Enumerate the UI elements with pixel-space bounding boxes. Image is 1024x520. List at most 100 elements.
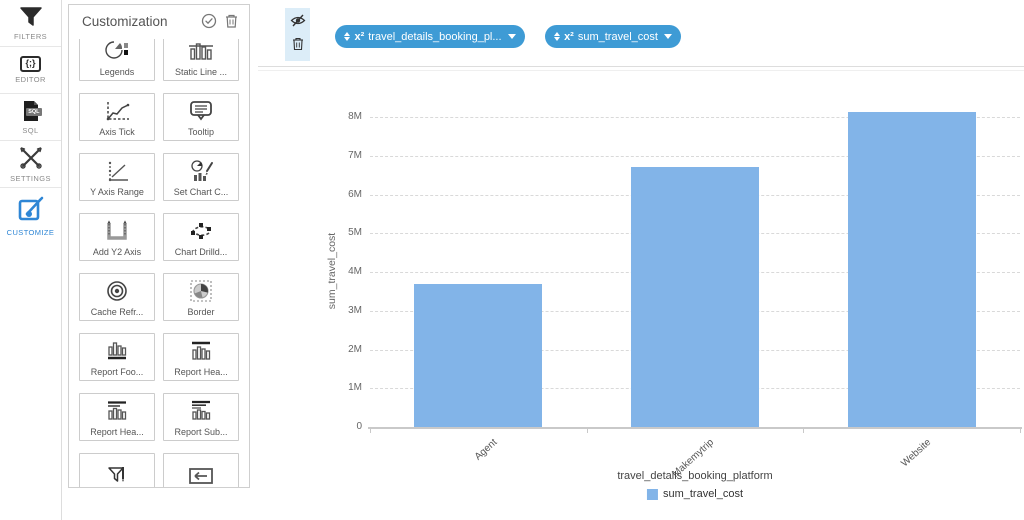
formula-x2-icon: x² xyxy=(354,30,365,43)
sidebar-item-customize[interactable]: CUSTOMIZE xyxy=(0,188,61,244)
cust-btn-label: Set Chart C... xyxy=(173,187,229,197)
cust-btn-filter-edit[interactable] xyxy=(79,453,155,487)
pill-label: sum_travel_cost xyxy=(577,30,658,43)
x-axis-tick xyxy=(1020,428,1021,433)
chevron-down-icon xyxy=(663,34,672,39)
chart-color-icon xyxy=(188,154,214,187)
chart-bar-website[interactable] xyxy=(847,111,976,427)
dimension-pill-booking-platform[interactable]: x² travel_details_booking_pl... xyxy=(335,25,525,48)
panel-grid-viewport: Legends Static Line ... Axis Tick xyxy=(69,39,249,487)
formula-x2-icon: x² xyxy=(564,30,574,43)
trash-icon[interactable] xyxy=(292,37,304,51)
cust-btn-static-line[interactable]: Static Line ... xyxy=(163,39,239,81)
sidebar-item-editor[interactable]: {;} EDITOR xyxy=(0,47,61,94)
sidebar-item-sql[interactable]: SQL SQL xyxy=(0,94,61,141)
cust-btn-label: Add Y2 Axis xyxy=(92,247,142,257)
cust-btn-legends[interactable]: Legends xyxy=(79,39,155,81)
sort-icon xyxy=(344,32,351,41)
x-axis-line xyxy=(368,427,1022,429)
trash-icon[interactable] xyxy=(223,13,240,30)
sidebar: FILTERS {;} EDITOR SQL SQL SETTINGS xyxy=(0,0,62,520)
cust-btn-report-header-2[interactable]: Report Hea... xyxy=(79,393,155,441)
cust-btn-axis-tick[interactable]: Axis Tick xyxy=(79,93,155,141)
report-header-icon xyxy=(187,334,215,367)
y-axis-range-icon xyxy=(103,154,131,187)
x-category-label: Agent xyxy=(472,437,500,463)
panel-grid: Legends Static Line ... Axis Tick xyxy=(69,39,249,487)
cust-btn-label: Cache Refr... xyxy=(90,307,144,317)
cust-btn-tooltip[interactable]: Tooltip xyxy=(163,93,239,141)
y-tick-label: 8M xyxy=(348,111,362,122)
cust-btn-label: Border xyxy=(187,307,215,317)
cust-btn-label: Report Hea... xyxy=(90,427,144,437)
chart-bar-makemytrip[interactable] xyxy=(631,167,759,427)
x-axis-tick xyxy=(586,428,588,433)
cust-btn-label: Report Hea... xyxy=(174,367,228,377)
report-subtitle-icon xyxy=(187,394,215,427)
back-arrow-icon xyxy=(186,454,216,487)
content-top-divider-2 xyxy=(258,70,1024,71)
sidebar-item-settings[interactable]: SETTINGS xyxy=(0,141,61,188)
eye-off-icon[interactable] xyxy=(290,14,306,27)
y-tick-label: 5M xyxy=(348,227,362,239)
legend-swatch xyxy=(646,488,658,500)
content-top-divider xyxy=(258,66,1024,67)
cache-refresh-icon xyxy=(105,274,129,307)
cust-btn-report-header[interactable]: Report Hea... xyxy=(163,333,239,381)
y-tick-label: 7M xyxy=(348,149,362,161)
axis-tick-icon xyxy=(103,94,131,127)
chart-bar-agent[interactable] xyxy=(414,283,543,427)
customization-panel: Customization Legends xyxy=(68,4,250,488)
y-axis-title: sum_travel_cost xyxy=(326,232,338,310)
border-pie-icon xyxy=(188,274,214,307)
crossed-tools-icon xyxy=(18,145,44,171)
legend-label: sum_travel_cost xyxy=(662,488,744,500)
filter-edit-icon xyxy=(103,454,131,487)
cust-btn-label: Tooltip xyxy=(187,127,214,137)
chevron-down-icon xyxy=(507,34,516,39)
legend-item[interactable]: sum_travel_cost xyxy=(646,488,744,500)
sql-document-icon: SQL xyxy=(19,99,43,123)
filter-funnel-icon xyxy=(18,5,44,29)
x-category-label: Website xyxy=(898,437,934,470)
tooltip-bubble-icon xyxy=(188,94,214,127)
sidebar-item-label: CUSTOMIZE xyxy=(6,228,55,237)
chart-mini-toolbar xyxy=(285,8,310,61)
x-axis-tick xyxy=(803,428,805,433)
sidebar-item-filters[interactable]: FILTERS xyxy=(0,0,61,47)
cust-btn-cache-refresh[interactable]: Cache Refr... xyxy=(79,273,155,321)
customize-pencil-icon xyxy=(16,195,46,225)
cust-btn-chart-drilldown[interactable]: Chart Drilld... xyxy=(163,213,239,261)
y2-axis-icon xyxy=(103,214,131,247)
measure-pill-sum-travel-cost[interactable]: x² sum_travel_cost xyxy=(545,25,681,48)
sidebar-item-label: SETTINGS xyxy=(10,174,51,183)
x-axis-tick xyxy=(370,428,371,433)
cust-btn-report-subtitle[interactable]: Report Sub... xyxy=(163,393,239,441)
cust-btn-back[interactable] xyxy=(163,453,239,487)
cust-btn-label: Legends xyxy=(99,67,135,77)
cust-btn-label: Y Axis Range xyxy=(90,187,144,197)
editor-braces-icon: {;} xyxy=(20,56,41,72)
cust-btn-label: Report Foo... xyxy=(90,367,144,377)
x-category-label: Makemytrip xyxy=(670,437,717,480)
report-footer-icon xyxy=(103,334,131,367)
cust-btn-y-axis-range[interactable]: Y Axis Range xyxy=(79,153,155,201)
report-header2-icon xyxy=(103,394,131,427)
y-tick-label: 6M xyxy=(348,188,362,200)
sort-icon xyxy=(554,32,561,41)
cust-btn-border[interactable]: Border xyxy=(163,273,239,321)
cust-btn-label: Static Line ... xyxy=(174,67,228,77)
y-tick-label: 2M xyxy=(348,343,362,355)
x-axis-title: travel_details_booking_platform xyxy=(617,470,773,482)
cust-btn-label: Axis Tick xyxy=(99,127,135,137)
cust-btn-label: Chart Drilld... xyxy=(174,247,228,257)
y-tick-label: 0 xyxy=(356,421,362,432)
cust-btn-report-footer[interactable]: Report Foo... xyxy=(79,333,155,381)
check-circle-icon[interactable] xyxy=(200,13,217,30)
sidebar-item-label: EDITOR xyxy=(15,74,46,84)
cust-btn-add-y2-axis[interactable]: Add Y2 Axis xyxy=(79,213,155,261)
pill-label: travel_details_booking_pl... xyxy=(368,30,502,43)
cust-btn-set-chart-color[interactable]: Set Chart C... xyxy=(163,153,239,201)
static-line-chart-icon xyxy=(187,39,215,67)
